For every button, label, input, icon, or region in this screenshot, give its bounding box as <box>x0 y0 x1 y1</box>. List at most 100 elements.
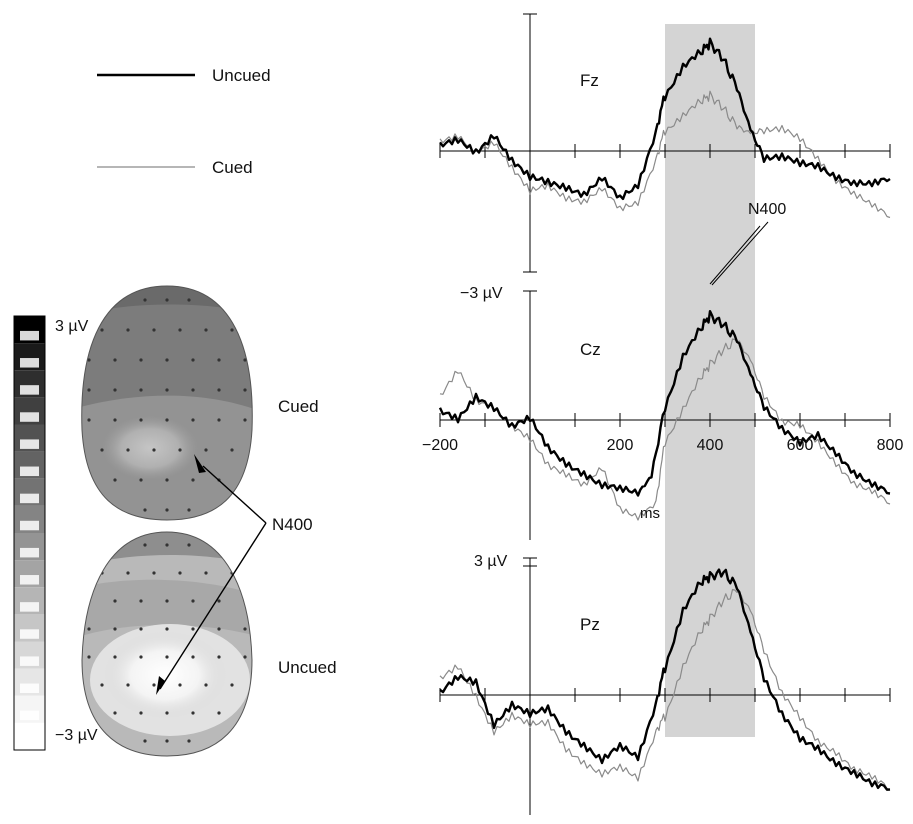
electrode-dot <box>139 478 143 482</box>
colorbar-min-label: −3 µV <box>55 727 98 744</box>
x-tick-label: −200 <box>422 437 458 454</box>
electrode-dot <box>187 298 191 302</box>
electrode-dot <box>139 418 143 422</box>
electrode-dot <box>139 711 143 715</box>
electrode-dot <box>87 388 91 392</box>
electrode-sites <box>87 543 247 743</box>
electrode-dot <box>139 627 143 631</box>
colorbar-step-mark <box>20 656 39 666</box>
electrode-dot <box>126 328 130 332</box>
electrode-dot <box>126 571 130 575</box>
electrode-dot <box>191 599 195 603</box>
topomap-uncued <box>82 532 252 756</box>
electrode-dot <box>230 448 234 452</box>
topomap-cued <box>81 286 253 520</box>
electrode-dot <box>113 711 117 715</box>
electrode-dot <box>204 683 208 687</box>
electrode-dot <box>113 627 117 631</box>
colorbar-step-mark <box>20 330 39 341</box>
electrode-dot <box>243 358 247 362</box>
electrode-dot <box>204 448 208 452</box>
topomap-n400-label: N400 <box>272 515 313 534</box>
electrode-dot <box>191 388 195 392</box>
electrode-dot <box>152 571 156 575</box>
panel-label-cz: Cz <box>580 340 601 359</box>
electrode-dot <box>178 571 182 575</box>
electrode-dot <box>217 655 221 659</box>
series-line-uncued-fz <box>439 37 891 201</box>
electrode-dot <box>152 683 156 687</box>
erp-panel-cz: Cz <box>438 310 891 521</box>
electrode-dot <box>165 358 169 362</box>
electrode-dot <box>165 298 169 302</box>
electrode-dot <box>165 388 169 392</box>
colorbar-step-mark <box>20 547 39 558</box>
electrode-dot <box>187 739 191 743</box>
electrode-dot <box>100 448 104 452</box>
electrode-dot <box>217 627 221 631</box>
electrode-dot <box>87 655 91 659</box>
series-line-cued-cz <box>439 338 891 521</box>
series-line-uncued-pz <box>439 568 891 791</box>
colorbar-step-mark <box>20 385 39 395</box>
electrode-dot <box>165 418 169 422</box>
electrode-dot <box>243 627 247 631</box>
electrode-dot <box>191 711 195 715</box>
electrode-dot <box>230 683 234 687</box>
electrode-dot <box>152 448 156 452</box>
electrode-dot <box>165 478 169 482</box>
colorbar-step-mark <box>20 520 39 531</box>
peak-n400-arrow <box>709 221 769 286</box>
electrode-dot <box>143 739 147 743</box>
series-line-uncued-cz <box>438 310 891 497</box>
electrode-dot <box>191 358 195 362</box>
electrode-dot <box>204 571 208 575</box>
colorbar-step-mark <box>20 358 39 368</box>
colorbar-step-mark <box>20 737 39 748</box>
electrode-dot <box>139 655 143 659</box>
electrode-dot <box>187 543 191 547</box>
colorbar: 3 µV −3 µV <box>13 315 98 751</box>
topomap-cued-label: Cued <box>278 397 319 416</box>
electrode-dot <box>191 418 195 422</box>
electrode-dot <box>113 418 117 422</box>
colorbar-step-mark <box>20 412 39 422</box>
electrode-dot <box>165 655 169 659</box>
electrode-dot <box>165 627 169 631</box>
electrode-dot <box>113 388 117 392</box>
electrode-dot <box>126 448 130 452</box>
electrode-dot <box>100 328 104 332</box>
electrode-dot <box>204 328 208 332</box>
electrode-dot <box>217 358 221 362</box>
colorbar-frame <box>13 315 46 751</box>
electrode-dot <box>139 358 143 362</box>
electrode-dot <box>217 711 221 715</box>
colorbar-steps <box>14 316 45 750</box>
series-line-cued-fz <box>439 90 891 219</box>
electrode-dot <box>165 599 169 603</box>
colorbar-step-mark <box>20 683 39 694</box>
electrode-dot <box>100 683 104 687</box>
electrode-dot <box>87 358 91 362</box>
electrode-dot <box>113 655 117 659</box>
electrode-dot <box>165 508 169 512</box>
electrode-dot <box>87 627 91 631</box>
electrode-sites <box>87 298 247 512</box>
electrode-dot <box>143 543 147 547</box>
electrode-dot <box>191 627 195 631</box>
erp-panel-pz: Pz <box>439 568 891 791</box>
legend-cued-label: Cued <box>212 158 253 177</box>
electrode-dot <box>143 508 147 512</box>
electrode-dot <box>113 478 117 482</box>
electrode-dot <box>139 599 143 603</box>
electrode-dot <box>187 508 191 512</box>
electrode-dot <box>178 683 182 687</box>
electrode-dot <box>126 683 130 687</box>
legend-uncued-label: Uncued <box>212 66 271 85</box>
x-tick-label: 800 <box>877 437 904 454</box>
electrode-dot <box>143 298 147 302</box>
colorbar-step-mark <box>20 493 39 504</box>
erp-chart: Fz Cz Pz −200 200 400 600 800 ms −3 µV 3 µV N40… <box>422 13 904 815</box>
colorbar-step-mark <box>20 575 39 585</box>
